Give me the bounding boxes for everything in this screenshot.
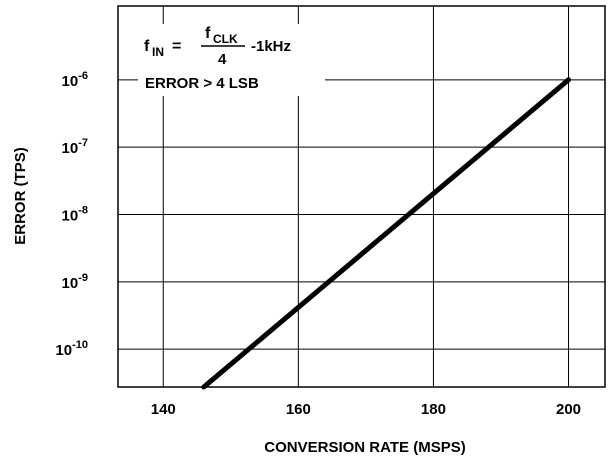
annotation-fin-subscript: IN <box>152 45 164 59</box>
annotation-denominator: 4 <box>218 51 227 68</box>
annotation-fclk-symbol: f <box>205 25 211 42</box>
series-layer <box>201 77 571 390</box>
annotation-condition: ERROR > 4 LSB <box>145 75 259 92</box>
x-tick-label-1: 160 <box>286 401 311 418</box>
y-axis-label: ERROR (TPS) <box>12 147 29 245</box>
annotation-suffix: -1kHz <box>251 38 291 55</box>
x-tick-label-2: 180 <box>421 401 446 418</box>
annotation-box <box>138 24 325 96</box>
y-tick-label-1: 10-9 <box>62 272 88 292</box>
x-tick-labels: 140 160 180 200 <box>151 401 581 418</box>
y-tick-labels: 10-10 10-9 10-8 10-7 10-6 <box>55 70 88 359</box>
y-tick-label-0: 10-10 <box>55 339 88 359</box>
y-tick-label-4: 10-6 <box>62 70 88 90</box>
x-tick-label-3: 200 <box>556 401 581 418</box>
annotation-fin-symbol: f <box>144 38 150 55</box>
annotation-fclk-subscript: CLK <box>213 32 238 46</box>
y-tick-label-2: 10-8 <box>62 204 88 224</box>
y-tick-label-3: 10-7 <box>62 137 88 157</box>
plot-frame <box>117 5 606 388</box>
series-line-0 <box>201 77 571 390</box>
x-tick-label-0: 140 <box>151 401 176 418</box>
x-axis-label: CONVERSION RATE (MSPS) <box>264 439 465 456</box>
annotation-equals: = <box>172 38 181 55</box>
